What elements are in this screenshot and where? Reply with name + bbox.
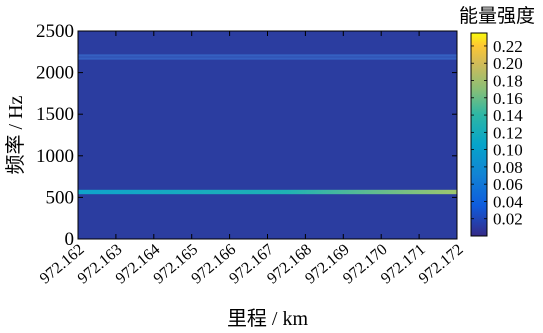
frequency-band	[78, 54, 457, 57]
colorbar-tick-label: 0.16	[493, 89, 523, 108]
colorbar-tick-label: 0.14	[493, 106, 523, 125]
colorbar-tick-label: 0.12	[493, 123, 523, 142]
plot-area	[77, 30, 458, 240]
colorbar-tick-label: 0.08	[493, 158, 523, 177]
y-tick-label: 500	[46, 187, 75, 208]
colorbar-tick-label: 0.22	[493, 37, 523, 56]
colorbar-tick-label: 0.04	[493, 192, 523, 211]
y-tick-label: 1500	[36, 104, 74, 125]
colorbar-tick-label: 0.06	[493, 175, 523, 194]
y-axis: 0 500 1000 1500 2000 2500	[36, 21, 457, 250]
heatmap-background	[78, 31, 457, 239]
frequency-band	[78, 57, 457, 60]
y-axis-label: 频率 / Hz	[4, 95, 27, 174]
y-tick-label: 0	[65, 229, 75, 250]
colorbar-label: 能量强度	[459, 5, 535, 27]
y-tick-label: 2500	[36, 21, 74, 42]
colorbar-gradient	[470, 32, 488, 237]
colorbar-ticks: 0.020.040.060.080.100.120.140.160.180.20…	[471, 37, 523, 229]
y-tick-label: 1000	[36, 146, 74, 167]
colorbar-tick-label: 0.10	[493, 141, 523, 160]
frequency-band	[78, 189, 457, 195]
frequency-bands	[78, 54, 457, 195]
y-tick-label: 2000	[36, 63, 74, 84]
colorbar-tick-label: 0.18	[493, 72, 523, 91]
x-axis-label: 里程 / km	[227, 307, 309, 330]
colorbar-tick-label: 0.20	[493, 54, 523, 73]
colorbar-tick-label: 0.02	[493, 210, 523, 229]
colorbar: 能量强度 0.020.040.060.080.100.120.140.160.1…	[459, 5, 535, 237]
